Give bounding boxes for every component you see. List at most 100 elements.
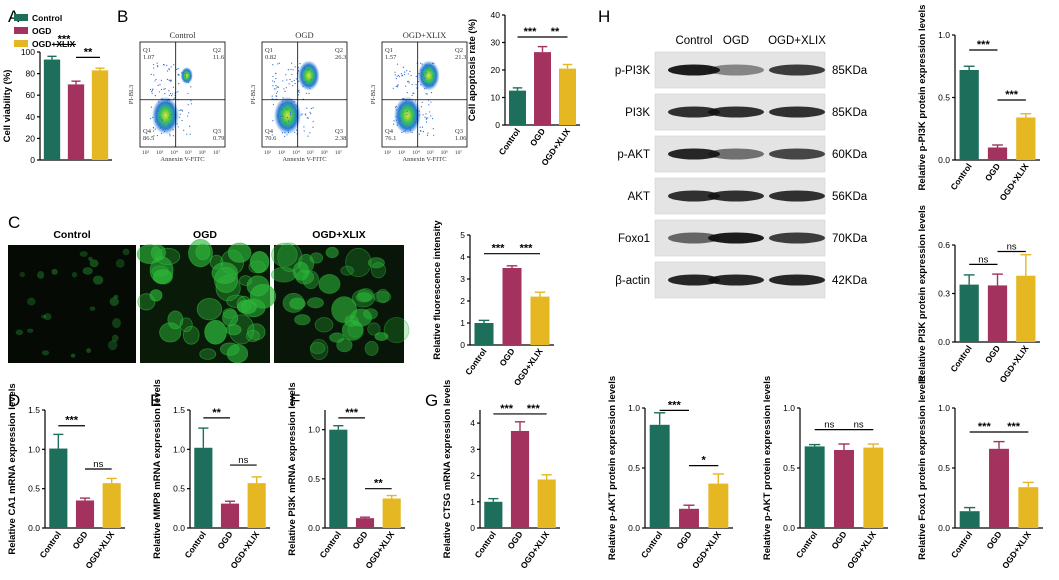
bar-control xyxy=(959,511,980,528)
flow-dot xyxy=(299,62,301,65)
y-tick-label: 0.0 xyxy=(173,523,185,533)
flow-dot xyxy=(278,120,281,123)
flow-x-tick: 10⁶ xyxy=(199,150,207,156)
flow-dot xyxy=(411,94,413,97)
flow-dot xyxy=(168,116,170,118)
flow-q1-label: Q1 xyxy=(143,47,151,54)
flow-dot xyxy=(393,123,395,125)
flow-dot xyxy=(151,89,153,91)
flow-q2-label: Q2 xyxy=(455,47,463,54)
fluorescent-cell xyxy=(204,319,227,345)
wb-row-label: β-actin xyxy=(615,275,650,287)
flow-dot xyxy=(277,115,279,117)
flow-dot xyxy=(406,110,408,112)
bar-ogdxlix xyxy=(1016,275,1036,342)
flow-dot xyxy=(426,134,429,136)
flow-dot xyxy=(178,109,180,112)
bar-control xyxy=(329,429,348,528)
fluorescent-cell xyxy=(113,294,119,299)
fluorescent-cell xyxy=(89,306,96,312)
flow-dot xyxy=(295,105,298,107)
bar-ogdxlix xyxy=(91,70,109,160)
flow-dot xyxy=(178,74,180,76)
flow-dot xyxy=(397,122,399,124)
flow-dot xyxy=(408,126,410,128)
flow-dot xyxy=(190,86,192,88)
fluorescent-cell xyxy=(43,313,52,321)
fluorescent-cell xyxy=(37,270,45,280)
flow-dot xyxy=(300,114,302,116)
flow-dot xyxy=(416,119,418,121)
flow-dot xyxy=(430,101,432,103)
flow-x-tick: 10⁵ xyxy=(307,150,315,156)
flow-dot xyxy=(285,74,287,76)
flow-dot xyxy=(151,92,153,94)
chart-h4: 0.0 0.5 1.0 Relative p-AKT protein expressi… xyxy=(762,376,888,571)
flow-dot xyxy=(426,67,428,69)
wb-kda-label: 85KDa xyxy=(832,65,868,77)
flow-dot xyxy=(180,109,182,111)
flow-q2-label: 11.6 xyxy=(213,54,225,61)
flow-dot xyxy=(168,124,170,126)
flow-dot xyxy=(286,134,288,136)
flow-dot xyxy=(309,87,311,89)
flow-dot xyxy=(415,122,417,124)
flow-dot xyxy=(150,106,153,108)
fluorescent-cell xyxy=(294,314,311,326)
y-tick-label: 4 xyxy=(470,418,475,428)
bar-control xyxy=(49,448,68,528)
bar-ogd xyxy=(987,285,1008,342)
flow-dot xyxy=(170,114,172,116)
fluorescent-cell xyxy=(340,265,354,276)
y-tick-label: 20 xyxy=(491,65,501,75)
micro-cells-1 xyxy=(15,248,130,358)
flow-dot xyxy=(396,63,399,65)
flow-x-tick: 10⁶ xyxy=(321,150,329,156)
flow-frame xyxy=(381,41,468,148)
significance-label: ** xyxy=(84,46,93,58)
flow-dot xyxy=(430,115,432,117)
fluorescent-cell xyxy=(246,329,260,342)
flow-dot xyxy=(403,130,405,132)
flow-dot xyxy=(416,87,418,89)
y-tick-label: 40 xyxy=(491,10,501,20)
flow-dot xyxy=(181,109,183,111)
fluorescent-cell xyxy=(92,275,104,285)
flow-frame xyxy=(139,41,226,148)
x-tick-label: Control xyxy=(37,529,63,559)
bar-ogd xyxy=(534,52,551,125)
flow-dot xyxy=(397,84,399,86)
y-tick-label: 0.5 xyxy=(628,463,640,473)
x-tick-label: OGD xyxy=(505,529,524,551)
bar-control xyxy=(509,90,526,125)
flow-dot xyxy=(283,105,285,107)
flow-dot xyxy=(431,117,434,120)
flow-q3-label: Q3 xyxy=(213,128,221,135)
micro-cells-3 xyxy=(270,242,410,360)
x-tick-label: OGD xyxy=(70,529,89,551)
legend-label-ogd: OGD xyxy=(32,26,51,36)
wb-band xyxy=(708,148,764,160)
bar-control xyxy=(194,447,213,528)
panel-label-f: F xyxy=(290,391,300,410)
flow-dot xyxy=(298,80,300,82)
flow-q1-label: 1.07 xyxy=(143,54,155,61)
y-tick-label: 1 xyxy=(460,318,465,328)
flow-dot xyxy=(395,85,397,87)
micro-header-control: Control xyxy=(53,229,90,241)
flow-dot xyxy=(282,97,284,99)
fluorescent-cell xyxy=(195,243,211,261)
fluorescent-cell xyxy=(122,248,130,256)
flow-dot xyxy=(153,135,155,137)
y-axis-label: Relative PI3K mRNA expression levels xyxy=(287,382,298,555)
bar-ogdxlix xyxy=(1016,117,1036,160)
flow-dot xyxy=(187,104,189,106)
y-tick-label: 4 xyxy=(460,252,465,262)
flow-density xyxy=(180,67,193,85)
flow-x-tick: 10⁶ xyxy=(441,150,449,156)
flow-x-tick: 10⁴ xyxy=(170,150,178,156)
flow-dot xyxy=(172,93,174,95)
fluorescent-cell xyxy=(318,273,341,294)
y-tick-label: 2 xyxy=(460,296,465,306)
flow-dot xyxy=(164,88,166,90)
